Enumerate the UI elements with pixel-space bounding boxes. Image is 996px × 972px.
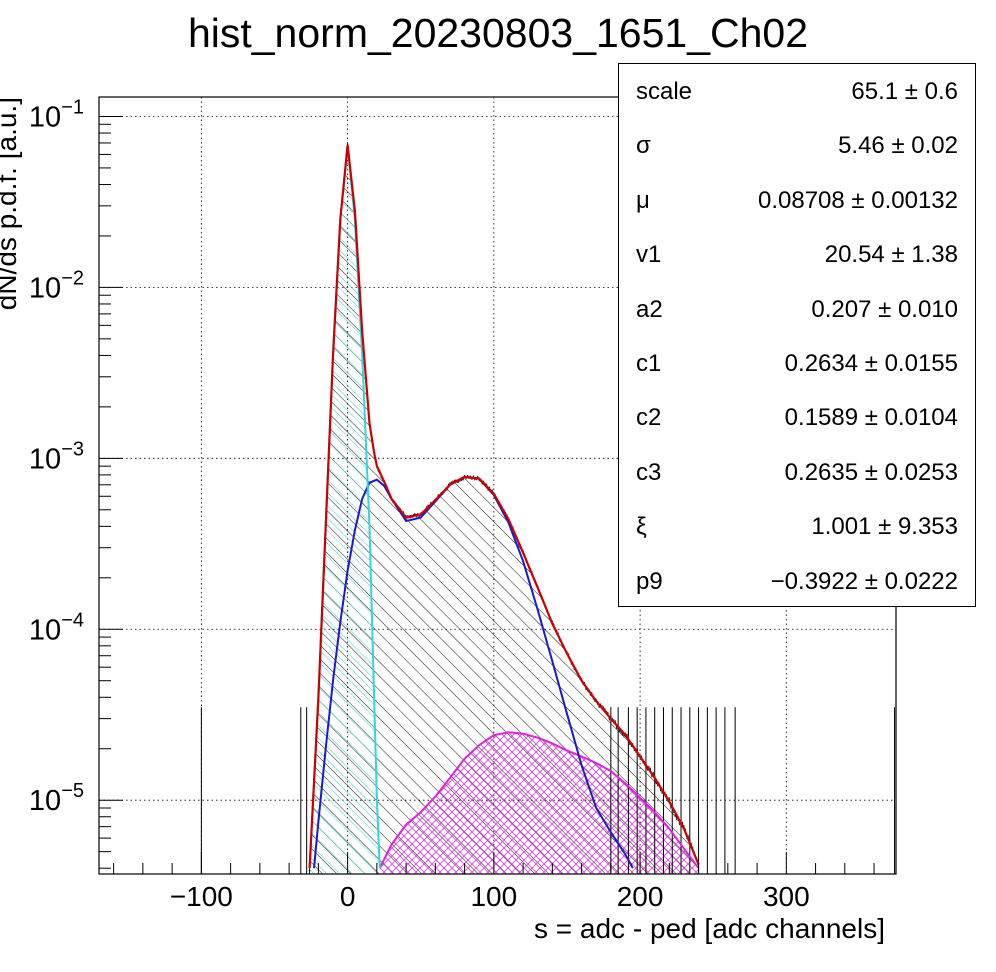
stat-row: σ 5.46 ± 0.02 xyxy=(619,118,975,172)
fit-stats-box: scale 65.1 ± 0.6 σ 5.46 ± 0.02 μ 0.08708 ± 0.… xyxy=(618,63,976,607)
stat-row: c1 0.2634 ± 0.0155 xyxy=(619,336,975,390)
y-tick-label: 10−4 xyxy=(29,609,84,646)
stat-name: scale xyxy=(636,78,693,105)
stat-value: −0.3922 ± 0.0222 xyxy=(770,567,958,595)
x-tick-label: 200 xyxy=(617,881,664,912)
stat-row: c2 0.1589 ± 0.0104 xyxy=(619,390,975,444)
stat-row: p9 −0.3922 ± 0.0222 xyxy=(619,554,975,608)
stat-value: 1.001 ± 9.353 xyxy=(811,513,958,541)
stat-name: μ xyxy=(636,186,650,214)
stat-name: p9 xyxy=(636,567,663,595)
stat-row: a2 0.207 ± 0.010 xyxy=(619,282,975,336)
stat-name: a2 xyxy=(636,295,663,323)
y-axis-label: dN/ds p.d.f. [a.u.] xyxy=(0,97,22,310)
x-tick-label: 100 xyxy=(470,881,517,912)
stat-row: ξ 1.001 ± 9.353 xyxy=(619,499,975,553)
chart-title: hist_norm_20230803_1651_Ch02 xyxy=(188,10,808,56)
fit-fill-areas xyxy=(309,145,699,874)
stat-name: σ xyxy=(636,132,651,160)
y-tick-label: 10−2 xyxy=(29,267,84,304)
x-tick-label: 0 xyxy=(340,881,356,912)
stat-value: 0.2635 ± 0.0253 xyxy=(784,458,958,486)
stat-value: 5.46 ± 0.02 xyxy=(838,132,958,160)
fit-curves xyxy=(308,144,700,869)
x-tick-label: 300 xyxy=(763,881,810,912)
stat-name: c3 xyxy=(636,458,662,486)
stat-row: μ 0.08708 ± 0.00132 xyxy=(619,173,975,227)
stat-row: scale 65.1 ± 0.6 xyxy=(619,64,975,118)
y-tick-label: 10−5 xyxy=(29,780,84,817)
total-fit-hatch xyxy=(309,145,699,874)
stat-value: 0.207 ± 0.010 xyxy=(811,295,958,323)
stat-value: 20.54 ± 1.38 xyxy=(824,241,958,269)
tail-curve xyxy=(378,731,700,869)
stat-row: c3 0.2635 ± 0.0253 xyxy=(619,445,975,499)
pedestal-hatch xyxy=(309,145,380,874)
axes: −100 0 100 200 300 10−5 10−4 10−3 10−2 10−1 xyxy=(29,96,875,912)
stat-row: v1 20.54 ± 1.38 xyxy=(619,227,975,281)
stat-name: c2 xyxy=(636,404,662,432)
stat-value: 0.08708 ± 0.00132 xyxy=(757,186,958,214)
y-tick-label: 10−1 xyxy=(29,96,84,133)
stat-name: ξ xyxy=(636,513,647,541)
x-tick-label: −100 xyxy=(170,881,233,912)
stat-value: 0.1589 ± 0.0104 xyxy=(784,404,958,432)
tail-hatch xyxy=(379,732,699,874)
x-axis-label: s = adc - ped [adc channels] xyxy=(534,913,885,944)
stat-name: c1 xyxy=(636,350,662,377)
stat-value: 0.2634 ± 0.0155 xyxy=(784,350,958,377)
y-tick-label: 10−3 xyxy=(29,438,84,475)
stat-name: v1 xyxy=(636,241,662,269)
total-fit-curve xyxy=(308,144,700,869)
stat-value: 65.1 ± 0.6 xyxy=(851,78,958,105)
